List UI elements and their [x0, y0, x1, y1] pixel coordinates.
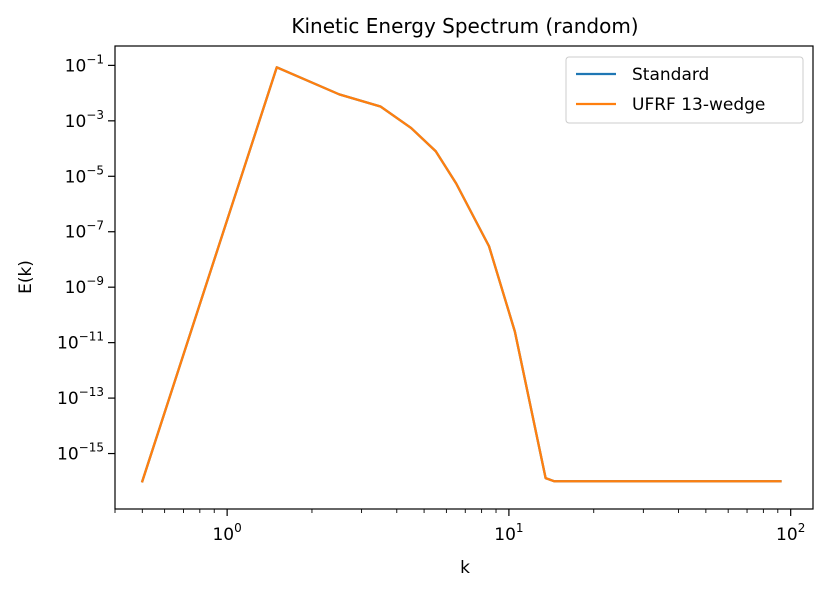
y-tick-label-base: 10 [65, 112, 87, 132]
chart-title: Kinetic Energy Spectrum (random) [291, 14, 638, 38]
y-tick-label: 10−13 [57, 385, 104, 409]
x-tick-label-exponent: 2 [798, 521, 806, 535]
y-tick-label-exponent: −15 [79, 441, 104, 455]
x-tick-label: 100 [212, 521, 241, 545]
y-tick-label-base: 10 [57, 334, 79, 354]
x-tick-label: 102 [776, 521, 805, 545]
y-tick-label: 10−5 [65, 163, 104, 187]
y-tick-label-exponent: −5 [86, 163, 104, 177]
y-tick-label: 10−11 [57, 330, 104, 354]
y-tick-label-exponent: −7 [86, 219, 104, 233]
y-tick-label-exponent: −1 [86, 52, 104, 66]
y-tick-label: 10−7 [65, 219, 104, 243]
y-tick-label: 10−9 [65, 274, 104, 298]
y-tick-label: 10−3 [65, 108, 104, 132]
legend-label: Standard [632, 65, 709, 85]
y-tick-label: 10−15 [57, 441, 104, 465]
x-tick-label-base: 10 [494, 525, 516, 545]
x-tick-label-base: 10 [212, 525, 234, 545]
y-tick-label-exponent: −13 [79, 385, 104, 399]
series-layer [140, 66, 782, 483]
y-tick-label-base: 10 [65, 223, 87, 243]
y-tick-label-exponent: −9 [86, 274, 104, 288]
y-tick-label-base: 10 [65, 167, 87, 187]
x-tick-label-exponent: 1 [516, 521, 524, 535]
x-tick-label-base: 10 [776, 525, 798, 545]
series-line-standard [140, 66, 782, 483]
y-tick-label-exponent: −11 [79, 330, 104, 344]
y-tick-label-base: 10 [57, 389, 79, 409]
y-tick-label-exponent: −3 [86, 108, 104, 122]
x-tick-label-exponent: 0 [234, 521, 242, 535]
y-axis-label: E(k) [16, 260, 36, 294]
x-axis-label: k [460, 558, 470, 578]
plot-frame [114, 45, 814, 510]
x-axis: 100 101 102 [114, 509, 805, 545]
y-tick-label: 10−1 [65, 52, 104, 76]
y-tick-label-base: 10 [65, 56, 87, 76]
series-line-ufrf-13-wedge [140, 66, 782, 483]
legend-label: UFRF 13-wedge [632, 95, 765, 115]
legend: Standard UFRF 13-wedge [565, 56, 804, 124]
y-tick-label-base: 10 [65, 278, 87, 298]
y-tick-label-base: 10 [57, 445, 79, 465]
legend-box [565, 56, 804, 124]
x-tick-label: 101 [494, 521, 523, 545]
